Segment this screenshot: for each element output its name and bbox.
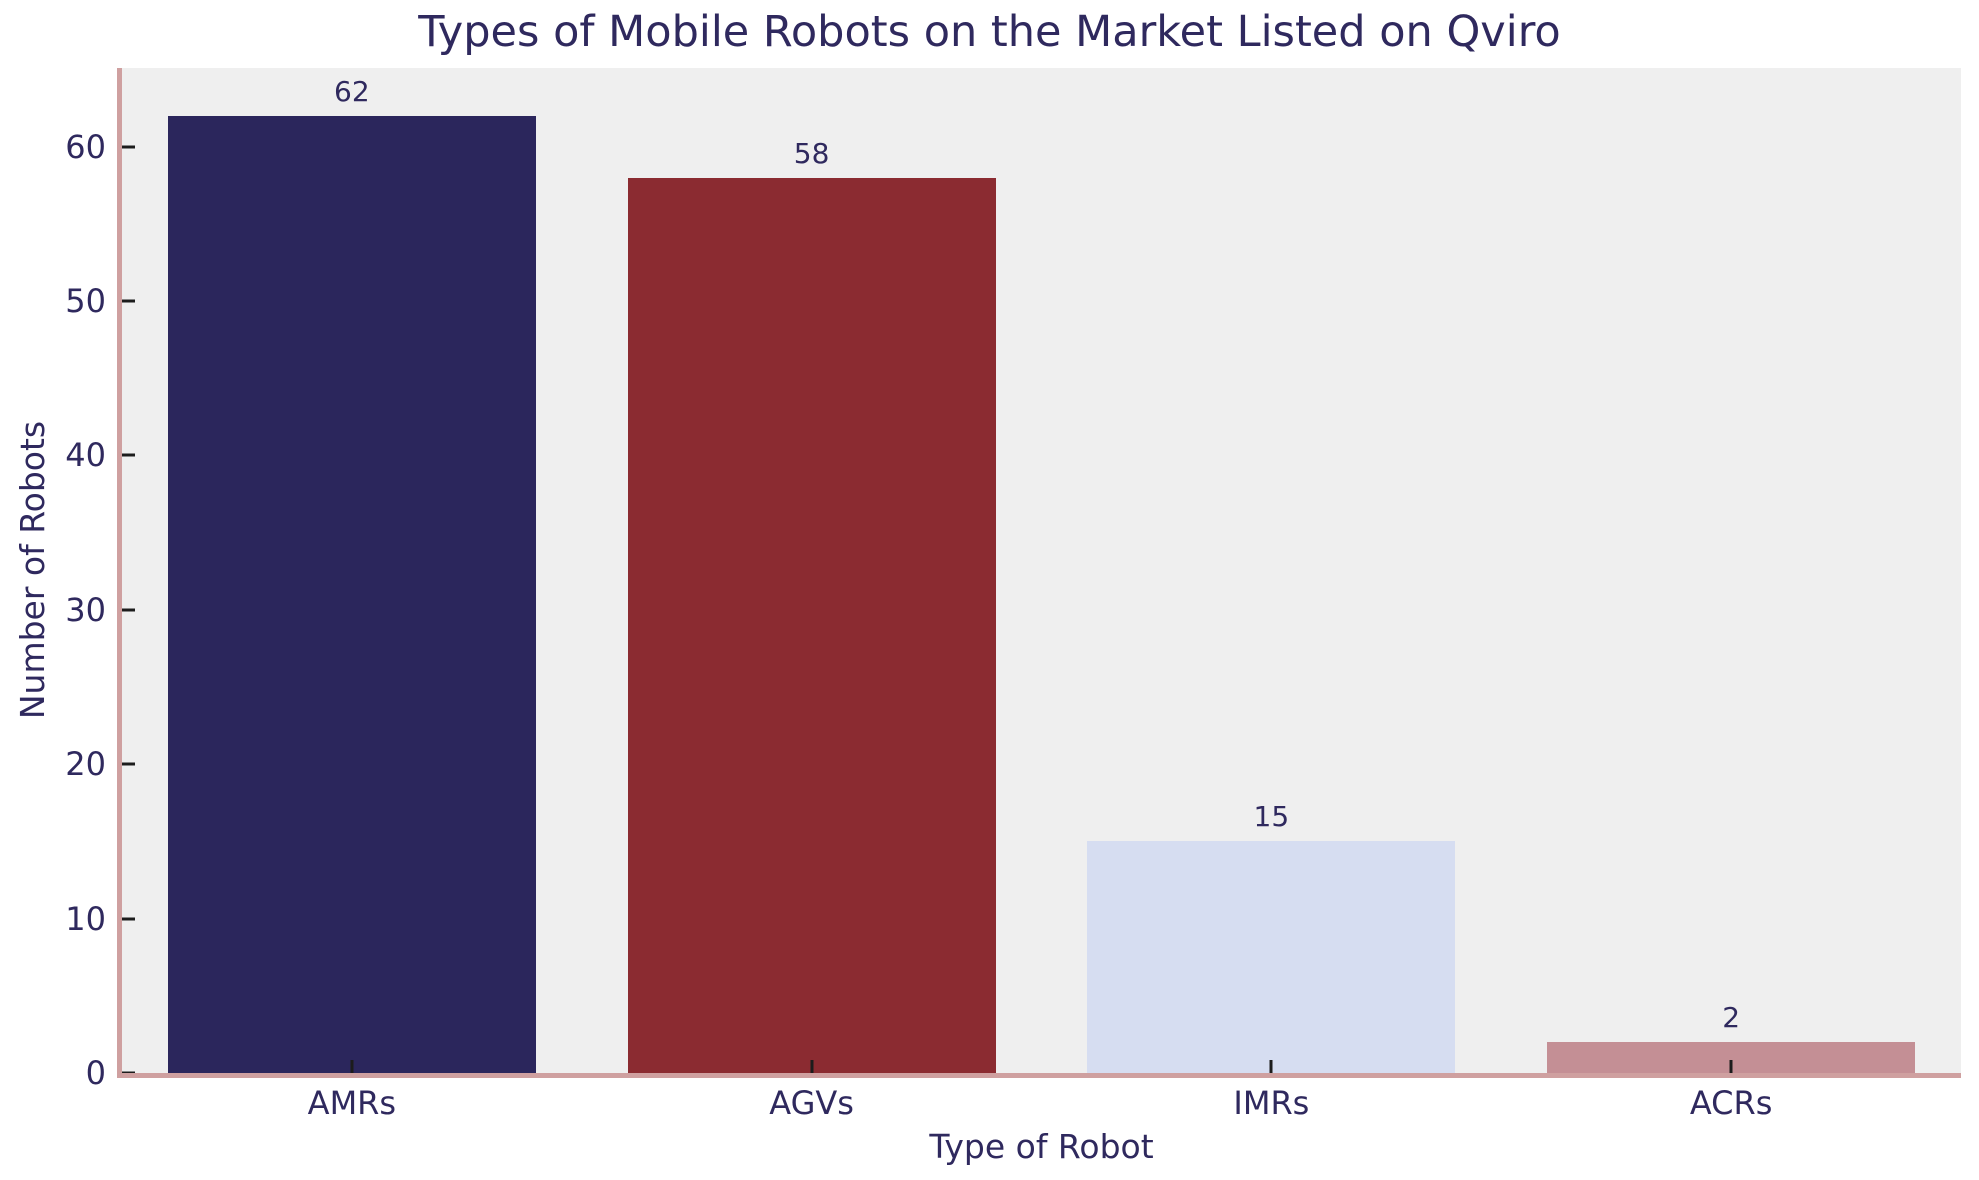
y-tick-mark bbox=[122, 762, 135, 766]
y-tick-label: 40 bbox=[65, 436, 106, 475]
plot-area: 62 58 15 2 bbox=[122, 68, 1961, 1075]
x-tick-label: AGVs bbox=[769, 1084, 854, 1122]
bar-value-label: 2 bbox=[1722, 1001, 1741, 1035]
bar-value-label: 15 bbox=[1253, 800, 1290, 834]
chart-title: Types of Mobile Robots on the Market Lis… bbox=[418, 7, 1561, 57]
x-tick-mark bbox=[1269, 1060, 1273, 1073]
y-tick-mark bbox=[122, 145, 135, 149]
x-tick-mark bbox=[350, 1060, 354, 1073]
x-tick-label: ACRs bbox=[1689, 1084, 1773, 1122]
x-tick-label: AMRs bbox=[307, 1084, 397, 1122]
y-tick-label: 10 bbox=[65, 899, 106, 938]
y-tick-label: 0 bbox=[85, 1054, 106, 1092]
y-tick-mark bbox=[122, 299, 135, 303]
y-tick-label: 30 bbox=[65, 590, 106, 629]
x-tick-mark bbox=[810, 1060, 814, 1073]
y-axis-spine bbox=[117, 68, 122, 1078]
y-tick-label: 50 bbox=[65, 282, 106, 321]
bar-IMRs bbox=[1087, 841, 1456, 1073]
bar-AGVs bbox=[627, 177, 996, 1073]
bar-value-label: 58 bbox=[793, 136, 830, 170]
x-tick-label: IMRs bbox=[1233, 1084, 1310, 1122]
y-tick-mark bbox=[122, 917, 135, 921]
y-tick-label: 20 bbox=[65, 745, 106, 784]
y-tick-mark bbox=[122, 453, 135, 457]
y-tick-label: 60 bbox=[65, 127, 106, 166]
y-tick-mark bbox=[122, 608, 135, 612]
x-axis-label: Type of Robot bbox=[929, 1127, 1154, 1166]
bar-AMRs bbox=[167, 115, 536, 1073]
x-axis-spine bbox=[117, 1073, 1961, 1078]
x-tick-mark bbox=[1729, 1060, 1733, 1073]
bar-value-label: 62 bbox=[334, 74, 370, 108]
